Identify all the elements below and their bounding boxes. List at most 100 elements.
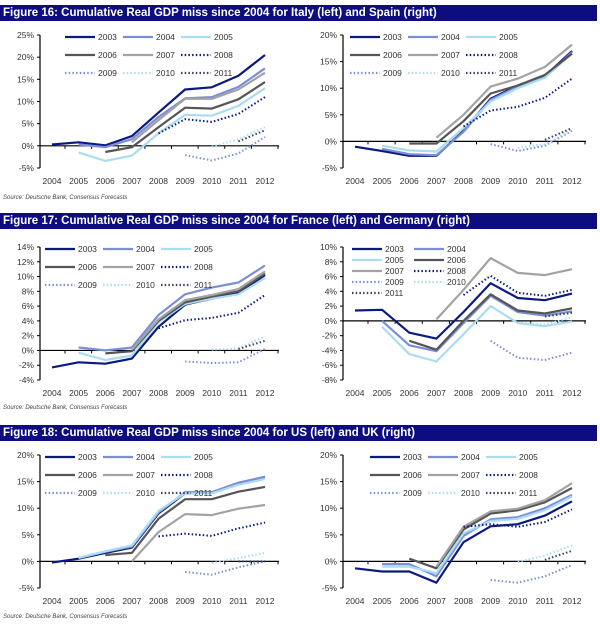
series-2004-line (78, 264, 266, 352)
x-tick-label: 2004 (43, 596, 62, 606)
x-tick-label: 2007 (427, 596, 446, 606)
legend-label-2003: 2003 (78, 244, 97, 254)
series-2008-line (462, 274, 573, 297)
figure-16-source: Source: Deutsche Bank, Consensus Forecas… (3, 195, 128, 201)
y-tick-label: 20% (17, 450, 34, 460)
y-tick-label: -5% (322, 163, 338, 173)
series-2010-line (517, 128, 573, 149)
legend-label-2006: 2006 (403, 470, 422, 480)
x-tick-label: 2010 (202, 596, 221, 606)
y-tick-label: -5% (19, 583, 35, 593)
y-tick-label: 10% (17, 272, 34, 282)
series-2006-line (408, 487, 573, 570)
legend-label-2009: 2009 (403, 488, 422, 498)
series-2009-line (490, 339, 573, 361)
figure-16-title: Figure 16: Cumulative Real GDP miss sinc… (0, 5, 597, 21)
legend-label-2011: 2011 (385, 288, 404, 298)
series-2009-line (184, 560, 266, 576)
x-tick-label: 2012 (256, 388, 275, 398)
y-tick-label: 0% (22, 345, 35, 355)
legend-label-2011: 2011 (499, 68, 518, 78)
series-2009-line (184, 136, 266, 162)
legend-label-2006: 2006 (383, 50, 402, 60)
legend-label-2008: 2008 (194, 262, 213, 272)
x-tick-label: 2008 (454, 388, 473, 398)
legend-label-2007: 2007 (156, 50, 175, 60)
legend-label-2009: 2009 (98, 68, 117, 78)
series-2003-line (51, 54, 266, 147)
series-2007-line (131, 270, 266, 351)
legend-label-2004: 2004 (441, 32, 460, 42)
x-tick-label: 2012 (563, 176, 582, 186)
x-tick-label: 2010 (508, 176, 527, 186)
y-tick-label: 4% (22, 316, 35, 326)
y-tick-label: -4% (19, 375, 35, 385)
y-tick-label: 8% (22, 286, 35, 296)
legend-label-2010: 2010 (441, 68, 460, 78)
figure-17-source: Source: Deutsche Bank, Consensus Forecas… (3, 405, 128, 411)
x-tick-label: 2008 (454, 176, 473, 186)
legend-label-2006: 2006 (447, 255, 466, 265)
y-tick-label: 20% (17, 52, 34, 62)
y-tick-label: 6% (22, 301, 35, 311)
y-tick-label: 25% (17, 30, 34, 40)
x-tick-label: 2012 (563, 596, 582, 606)
legend-label-2004: 2004 (136, 452, 155, 462)
legend-label-2005: 2005 (194, 244, 213, 254)
chart-germany: -8%-6%-4%-2%0%2%4%6%8%10%2004 2005 2006 200… (320, 242, 586, 398)
y-tick-label: 0% (22, 141, 35, 151)
legend-label-2007: 2007 (385, 266, 404, 276)
y-tick-label: 2% (325, 301, 338, 311)
x-tick-label: 2010 (508, 596, 527, 606)
x-tick-label: 2011 (536, 176, 555, 186)
y-tick-label: 20% (320, 30, 337, 40)
x-tick-label: 2007 (122, 596, 141, 606)
series-2005-line (78, 87, 266, 162)
series-2007-line (435, 482, 573, 568)
y-tick-label: 15% (320, 57, 337, 67)
y-tick-label: 5% (22, 119, 35, 129)
chart-italy: -5% 0% 5% 10% 15% 20% 25% 2004 2005 2006 2007 2008 2… (17, 30, 279, 186)
x-tick-label: 2009 (176, 596, 195, 606)
series-2005-line (382, 495, 573, 575)
y-tick-label: 10% (17, 97, 34, 107)
x-tick-label: 2012 (563, 388, 582, 398)
x-tick-label: 2006 (96, 176, 115, 186)
legend-label-2003: 2003 (98, 32, 117, 42)
y-tick-label: 6% (325, 272, 338, 282)
x-tick-label: 2005 (69, 596, 88, 606)
x-tick-label: 2009 (176, 176, 195, 186)
legend-label-2008: 2008 (447, 266, 466, 276)
y-tick-label: 0% (325, 136, 338, 146)
y-tick-label: -4% (322, 345, 338, 355)
series-2006-line (105, 272, 266, 355)
x-tick-label: 2004 (346, 176, 365, 186)
y-tick-label: 0% (325, 316, 338, 326)
legend-label-2011: 2011 (519, 488, 538, 498)
legend-label-2007: 2007 (136, 262, 155, 272)
legend-label-2010: 2010 (447, 277, 466, 287)
y-tick-label: 15% (17, 74, 34, 84)
x-tick-label: 2012 (256, 596, 275, 606)
legend-label-2009: 2009 (385, 277, 404, 287)
y-tick-label: 20% (320, 450, 337, 460)
series-2006-line (105, 485, 266, 557)
x-tick-label: 2004 (346, 596, 365, 606)
series-2005-line (381, 52, 573, 153)
x-tick-label: 2011 (536, 388, 555, 398)
y-tick-label: -8% (322, 375, 338, 385)
x-tick-label: 2007 (122, 388, 141, 398)
y-tick-label: 12% (17, 257, 34, 267)
y-tick-label: -2% (322, 331, 338, 341)
x-tick-label: 2005 (69, 388, 88, 398)
legend-label-2010: 2010 (136, 280, 155, 290)
legend-label-2008: 2008 (194, 470, 213, 480)
x-tick-label: 2006 (400, 388, 419, 398)
legend-label-2009: 2009 (78, 488, 97, 498)
legend-label-2003: 2003 (383, 32, 402, 42)
series-2011-line (544, 127, 573, 141)
legend-label-2011: 2011 (214, 68, 233, 78)
legend-label-2003: 2003 (403, 452, 422, 462)
y-tick-label: -5% (322, 583, 338, 593)
y-tick-label: 5% (325, 110, 338, 120)
